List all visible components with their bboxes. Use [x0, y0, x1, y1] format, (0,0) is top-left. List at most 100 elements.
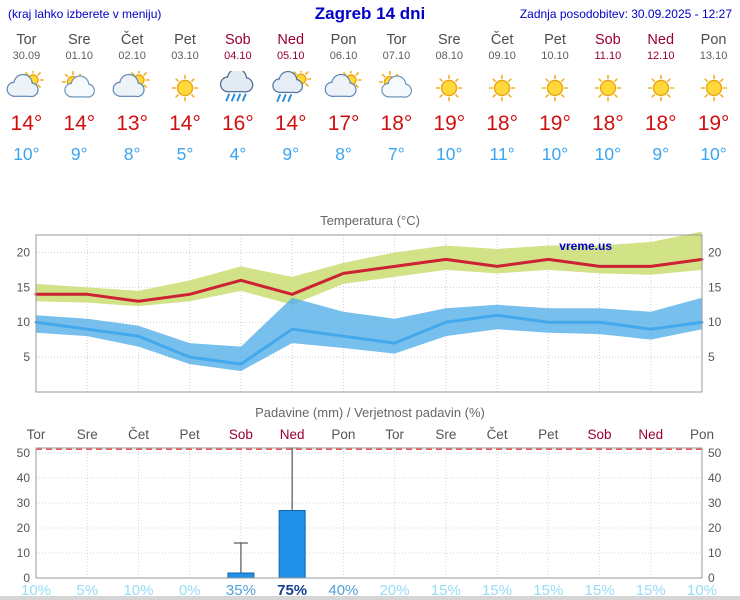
svg-text:40: 40	[708, 471, 722, 485]
svg-text:15: 15	[17, 280, 31, 294]
sunny-icon	[423, 69, 476, 107]
svg-text:20: 20	[708, 521, 722, 535]
day-name: Ned	[277, 32, 305, 48]
svg-text:30: 30	[17, 496, 31, 510]
day-date: 04.10	[224, 50, 252, 62]
precip-bar	[278, 510, 306, 579]
low-temp: 10°	[700, 144, 727, 164]
sunny-icon	[687, 69, 740, 107]
forecast-day: Ned 05.10 14° 9°	[264, 28, 317, 165]
day-date: 08.10	[435, 50, 464, 62]
page-title: Zagreb 14 dni	[314, 4, 426, 23]
svg-text:20: 20	[708, 245, 722, 259]
day-name: Sob	[594, 32, 621, 48]
high-temp: 14°	[10, 112, 43, 135]
high-temp: 16°	[221, 112, 254, 135]
day-date: 12.10	[646, 50, 675, 62]
sunny-icon	[476, 69, 529, 107]
day-date: 05.10	[276, 50, 305, 62]
forecast-row: Tor 30.09 14° 10° Sre 01.10 14° 9° Čet 02.10 13° 8°…	[0, 28, 740, 165]
partly-cloudy-icon	[370, 69, 423, 107]
low-temp: 9°	[652, 144, 670, 164]
mostly-cloudy-icon	[317, 69, 370, 107]
precip-probability: 15%	[533, 582, 563, 599]
low-temp: 8°	[123, 144, 141, 164]
forecast-day: Sob 04.10 16° 4°	[211, 28, 264, 165]
day-date: 09.10	[488, 50, 516, 62]
precip-probability: 10%	[123, 582, 153, 599]
precip-day-label: Čet	[487, 427, 508, 442]
precip-probability: 20%	[380, 582, 410, 599]
day-name: Tor	[386, 32, 407, 48]
day-name: Ned	[647, 32, 675, 48]
day-date: 06.10	[329, 50, 358, 62]
day-name: Čet	[490, 32, 514, 48]
low-temp: 10°	[541, 144, 569, 164]
day-name: Pon	[700, 32, 727, 48]
precipitation-chart: Tor Sre Čet Pet Sob Ned Pon Tor Sre Čet Pet Sob Ned P…	[17, 427, 722, 599]
day-name: Pon	[330, 32, 357, 48]
precip-day-label: Pet	[538, 427, 559, 442]
day-date: 02.10	[118, 50, 146, 62]
high-temp: 19°	[433, 112, 466, 135]
min-temperature-band	[36, 297, 702, 372]
forecast-day: Pet 03.10 14° 5°	[159, 28, 212, 165]
svg-text:10: 10	[708, 546, 722, 560]
mostly-cloudy-icon	[106, 69, 159, 107]
partly-cloudy-icon	[53, 69, 106, 107]
day-date: 03.10	[171, 50, 199, 62]
bottom-scrollbar-strip	[0, 596, 740, 600]
precip-day-label: Ned	[638, 427, 663, 442]
high-temp: 19°	[539, 112, 571, 135]
high-temp: 13°	[116, 112, 149, 135]
svg-text:50: 50	[708, 446, 722, 460]
precipitation-chart-title: Padavine (mm) / Verjetnost padavin (%)	[255, 405, 485, 420]
day-date: 30.09	[12, 50, 41, 62]
precip-day-label: Tor	[385, 427, 404, 442]
svg-text:20: 20	[17, 245, 31, 259]
svg-text:5: 5	[23, 350, 30, 364]
precip-day-label: Čet	[128, 427, 149, 442]
precip-day-label: Sre	[77, 427, 98, 442]
precip-day-label: Tor	[27, 427, 46, 442]
precip-day-label: Sre	[435, 427, 456, 442]
precip-probability: 75%	[277, 582, 307, 599]
high-temp: 14°	[169, 112, 201, 135]
precip-bar	[227, 572, 255, 579]
svg-text:40: 40	[17, 471, 31, 485]
low-temp: 10°	[13, 144, 40, 164]
day-name: Pet	[544, 32, 566, 48]
low-temp: 4°	[229, 144, 247, 164]
forecast-day: Ned 12.10 18° 9°	[634, 28, 687, 165]
min-temperature-line	[34, 313, 704, 366]
svg-text:20: 20	[17, 521, 31, 535]
day-name: Pet	[174, 32, 196, 48]
forecast-day: Sob 11.10 18° 10°	[581, 28, 634, 165]
svg-text:0: 0	[23, 571, 30, 585]
high-temp: 18°	[486, 112, 519, 135]
forecast-day: Pon 13.10 19° 10°	[687, 28, 740, 165]
forecast-day: Pet 10.10 19° 10°	[529, 28, 582, 165]
temperature-chart-title: Temperatura (°C)	[320, 213, 420, 228]
day-name: Sre	[67, 32, 91, 48]
forecast-day: Pon 06.10 17° 8°	[317, 28, 370, 165]
day-name: Sre	[437, 32, 461, 48]
forecast-day: Čet 09.10 18° 11°	[476, 28, 529, 165]
rain-icon	[211, 69, 264, 107]
low-temp: 10°	[594, 144, 622, 164]
precip-day-label: Sob	[229, 427, 253, 442]
day-name: Sob	[224, 32, 251, 48]
precip-probability: 10%	[21, 582, 51, 599]
svg-text:50: 50	[17, 446, 31, 460]
precip-day-label: Sob	[588, 427, 612, 442]
precip-probability: 15%	[636, 582, 666, 599]
precip-day-label: Pon	[331, 427, 355, 442]
low-temp: 5°	[176, 144, 194, 164]
max-temperature-line	[34, 257, 704, 303]
high-temp: 18°	[380, 112, 413, 135]
precip-day-label: Pon	[690, 427, 714, 442]
precip-probability: 15%	[482, 582, 512, 599]
precip-probability: 5%	[76, 582, 98, 599]
svg-text:0: 0	[708, 571, 715, 585]
